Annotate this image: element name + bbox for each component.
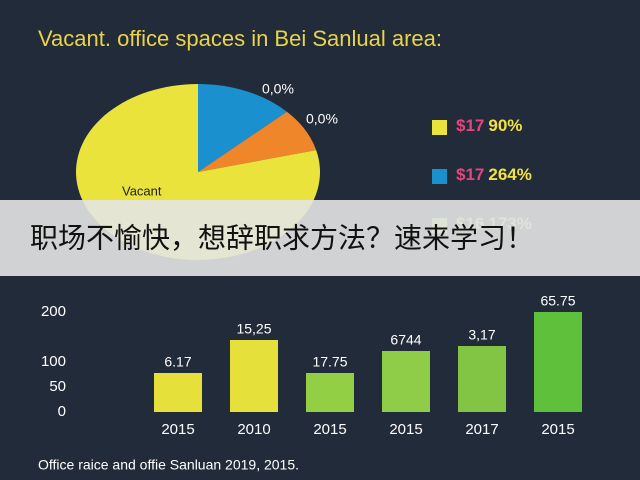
- bar-annotation: 17.75: [312, 354, 347, 370]
- bar: [230, 340, 278, 412]
- bar: [534, 312, 582, 412]
- caption: Office raice and offie Sanluan 2019, 201…: [38, 457, 299, 473]
- bar: [458, 346, 506, 412]
- chart-title: Vacant. office spaces in Bei Sanlual are…: [38, 26, 442, 51]
- legend-price: $17: [456, 116, 484, 135]
- banner-text: 职场不愉快，想辞职求方法？速来学习！: [30, 222, 534, 253]
- slice-label: Vacant: [122, 183, 162, 198]
- bar-chart: 0 50 100 200 6.17 2015 15,25 2010 17.75 2015 6744 2…: [41, 293, 582, 438]
- legend-label: $17 90%: [456, 116, 522, 135]
- legend-share: 90%: [488, 116, 522, 135]
- y-tick-label: 100: [41, 353, 66, 370]
- x-tick-label: 2017: [465, 421, 498, 438]
- legend-label: $17 264%: [456, 165, 532, 184]
- x-tick-label: 2015: [313, 421, 346, 438]
- x-tick-label: 2015: [541, 421, 574, 438]
- bar-annotation: 15,25: [236, 321, 271, 337]
- legend-price: $17: [456, 165, 484, 184]
- slice-annotation: 0,0%: [262, 81, 294, 97]
- x-tick-label: 2010: [237, 421, 270, 438]
- x-tick-label: 2015: [161, 421, 194, 438]
- bar: [306, 373, 354, 412]
- bar-annotation: 65.75: [540, 293, 575, 309]
- banner: [0, 200, 640, 276]
- bar-annotation: 6744: [390, 332, 421, 348]
- bar: [154, 373, 202, 412]
- legend-share: 264%: [488, 165, 531, 184]
- bar-annotation: 6.17: [164, 354, 191, 370]
- slice-annotation: 0,0%: [306, 111, 338, 127]
- legend-swatch: [432, 169, 447, 184]
- y-tick-label: 50: [49, 378, 66, 395]
- y-tick-label: 0: [58, 403, 66, 420]
- x-tick-label: 2015: [389, 421, 422, 438]
- bar-annotation: 3,17: [468, 327, 495, 343]
- bar: [382, 351, 430, 412]
- pie-slice: [198, 84, 287, 172]
- legend-swatch: [432, 120, 447, 135]
- y-tick-label: 200: [41, 303, 66, 320]
- pie-slice: [198, 111, 317, 172]
